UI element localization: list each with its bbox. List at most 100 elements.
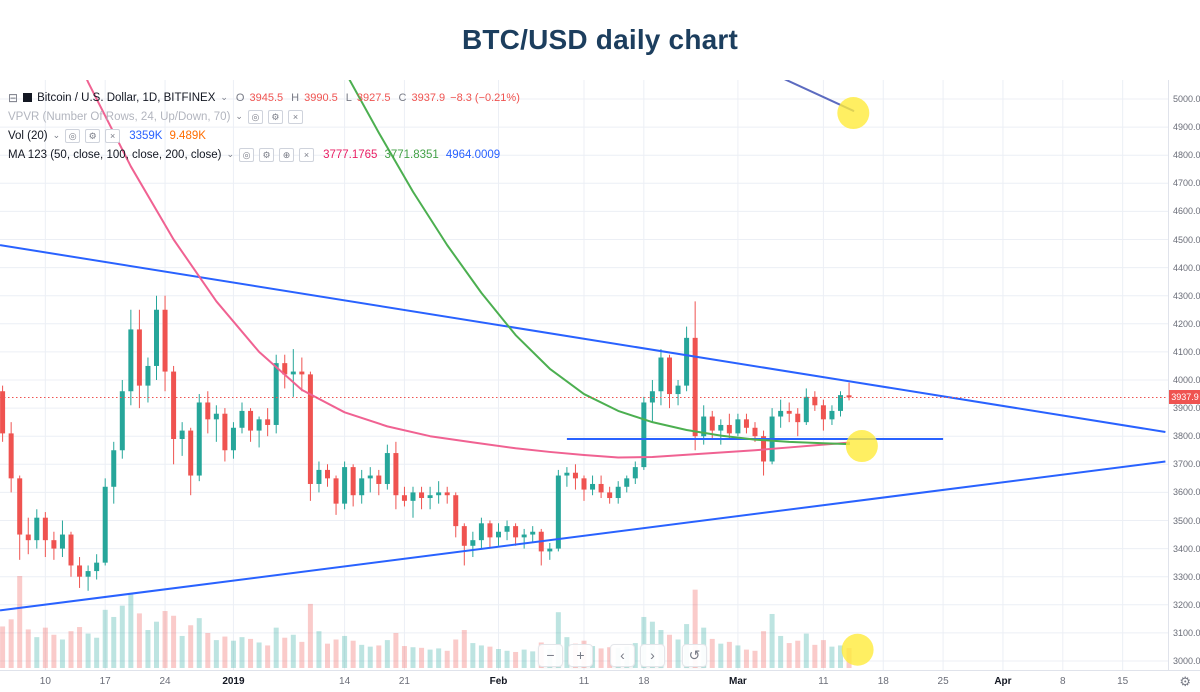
delete-icon[interactable]: × (287, 109, 303, 124)
reset-chart-button[interactable]: ↺ (682, 644, 707, 667)
time-tick-label: 18 (877, 676, 889, 687)
highlight-circle (837, 97, 870, 130)
time-tick-label: Mar (728, 676, 747, 687)
volume-bar (778, 635, 784, 668)
time-tick-label: 11 (578, 676, 590, 687)
ma-legend-row: MA 123 (50, close, 100, close, 200, clos… (8, 145, 520, 164)
time-tick-label: 11 (818, 676, 829, 687)
candle (743, 419, 749, 428)
scroll-right-button[interactable]: › (640, 644, 665, 667)
delete-icon[interactable]: × (299, 147, 315, 162)
candle (846, 395, 852, 398)
scroll-left-button[interactable]: ‹ (610, 644, 635, 667)
more-icon[interactable]: ⊕ (279, 147, 295, 162)
candle (478, 523, 484, 541)
candle (419, 492, 425, 499)
price-tick-label: 4300.0 (1173, 290, 1200, 301)
volume-bar (196, 618, 202, 668)
volume-bar (820, 640, 826, 668)
volume-bar (94, 637, 100, 668)
volume-bar (290, 634, 296, 668)
visibility-icon[interactable]: ◎ (239, 147, 255, 162)
visibility-icon[interactable]: ◎ (65, 128, 81, 143)
time-tick-label: 18 (638, 676, 650, 687)
volume-bar (265, 645, 271, 668)
gear-icon[interactable]: ⚙ (1179, 674, 1191, 689)
volume-bar (795, 640, 801, 668)
volume-layer (0, 576, 852, 668)
volume-label[interactable]: Vol (20) (8, 129, 48, 142)
time-tick-label: 17 (99, 676, 111, 687)
settings-icon[interactable]: ⚙ (85, 128, 101, 143)
volume-bar (333, 639, 339, 668)
volume-bar (342, 635, 348, 668)
chart-toolbar: − + ‹ › ↺ (538, 644, 707, 667)
series-icon (23, 93, 33, 102)
volume-bar (136, 613, 142, 668)
visibility-icon[interactable]: ◎ (247, 109, 263, 124)
high-value: 3990.5 (304, 91, 338, 104)
symbol-title[interactable]: Bitcoin / U.S. Dollar, 1D, BITFINEX (37, 91, 216, 104)
time-axis[interactable]: 10 17 24 2019 14 21 Feb 11 18 Mar 11 18 25 Apr 8 15 (0, 670, 1200, 692)
candle (179, 430, 185, 440)
volume-bar (17, 576, 23, 668)
price-chart-canvas[interactable] (0, 80, 1168, 670)
vpvr-legend-row: VPVR (Number Of Rows, 24, Up/Down, 70) ⌄… (8, 107, 520, 126)
close-label: C (398, 91, 407, 104)
vpvr-label[interactable]: VPVR (Number Of Rows, 24, Up/Down, 70) (8, 110, 231, 123)
chevron-down-icon[interactable]: ⌄ (235, 111, 243, 121)
volume-bar (239, 637, 245, 668)
volume-legend-row: Vol (20) ⌄ ◎ ⚙ × 3359K 9.489K (8, 126, 520, 145)
volume-bar (248, 638, 254, 668)
volume-bar (393, 632, 399, 668)
candle (513, 526, 519, 538)
candle (213, 413, 219, 420)
volume-bar (453, 639, 459, 668)
delete-icon[interactable]: × (105, 128, 121, 143)
candle (658, 357, 664, 392)
collapse-pane-icon[interactable]: ⊟ (8, 90, 19, 105)
volume-bar (359, 644, 365, 668)
volume-bar (496, 649, 501, 668)
chevron-down-icon[interactable]: ⌄ (220, 92, 228, 102)
price-tick-label: 3200.0 (1173, 599, 1200, 610)
highlight-circle (841, 633, 874, 666)
zoom-in-button[interactable]: + (568, 644, 593, 667)
ma-50-line (86, 80, 851, 459)
candle (384, 453, 390, 484)
candle (239, 410, 245, 428)
volume-bar (530, 651, 536, 668)
candle (838, 395, 843, 411)
candle (504, 526, 510, 532)
chevron-down-icon[interactable]: ⌄ (52, 130, 61, 140)
volume-bar (726, 641, 732, 668)
candle (401, 495, 407, 501)
candle (136, 329, 142, 386)
ma-label[interactable]: MA 123 (50, close, 100, close, 200, clos… (8, 148, 222, 161)
last-price-badge: 3937.9 (1169, 390, 1200, 405)
volume-bar (401, 646, 407, 668)
ma200-value: 4964.0009 (445, 148, 501, 161)
candle (119, 391, 125, 451)
settings-icon[interactable]: ⚙ (259, 147, 275, 162)
candle (795, 413, 801, 423)
price-tick-label: 3400.0 (1173, 543, 1200, 554)
legend-panel: ⊟ Bitcoin / U.S. Dollar, 1D, BITFINEX ⌄ … (8, 88, 520, 164)
close-value: 3937.9 (411, 91, 446, 104)
settings-icon[interactable]: ⚙ (267, 109, 283, 124)
candle (222, 413, 228, 451)
volume-bar (786, 643, 792, 668)
zoom-out-button[interactable]: − (538, 644, 563, 667)
price-axis[interactable]: 5000.0 4900.0 4800.0 4700.0 4600.0 4500.0 4400… (1168, 80, 1200, 670)
price-tick-label: 3100.0 (1173, 627, 1200, 638)
candle (709, 416, 715, 431)
candle (470, 540, 476, 546)
symbol-legend-row: ⊟ Bitcoin / U.S. Dollar, 1D, BITFINEX ⌄ … (8, 88, 520, 107)
price-tick-label: 3500.0 (1173, 515, 1200, 526)
volume-bar (632, 643, 638, 668)
candle (51, 540, 57, 549)
chevron-down-icon[interactable]: ⌄ (226, 149, 235, 159)
candle (701, 416, 707, 437)
volume-bar (444, 650, 450, 668)
candle (111, 450, 117, 487)
